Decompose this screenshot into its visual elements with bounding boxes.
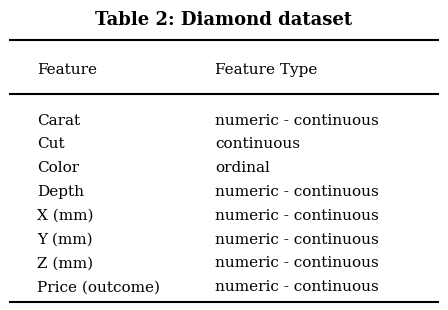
Text: numeric - continuous: numeric - continuous	[215, 209, 379, 223]
Text: Y (mm): Y (mm)	[37, 232, 93, 246]
Text: numeric - continuous: numeric - continuous	[215, 185, 379, 199]
Text: Carat: Carat	[37, 113, 80, 127]
Text: ordinal: ordinal	[215, 161, 270, 175]
Text: numeric - continuous: numeric - continuous	[215, 113, 379, 127]
Text: Feature Type: Feature Type	[215, 63, 318, 77]
Text: numeric - continuous: numeric - continuous	[215, 256, 379, 270]
Text: Depth: Depth	[37, 185, 84, 199]
Text: numeric - continuous: numeric - continuous	[215, 232, 379, 246]
Text: Color: Color	[37, 161, 79, 175]
Text: X (mm): X (mm)	[37, 209, 94, 223]
Text: continuous: continuous	[215, 137, 300, 151]
Text: Price (outcome): Price (outcome)	[37, 280, 160, 294]
Text: numeric - continuous: numeric - continuous	[215, 280, 379, 294]
Text: Z (mm): Z (mm)	[37, 256, 93, 270]
Text: Cut: Cut	[37, 137, 65, 151]
Text: Feature: Feature	[37, 63, 97, 77]
Text: Table 2: Diamond dataset: Table 2: Diamond dataset	[95, 11, 353, 29]
